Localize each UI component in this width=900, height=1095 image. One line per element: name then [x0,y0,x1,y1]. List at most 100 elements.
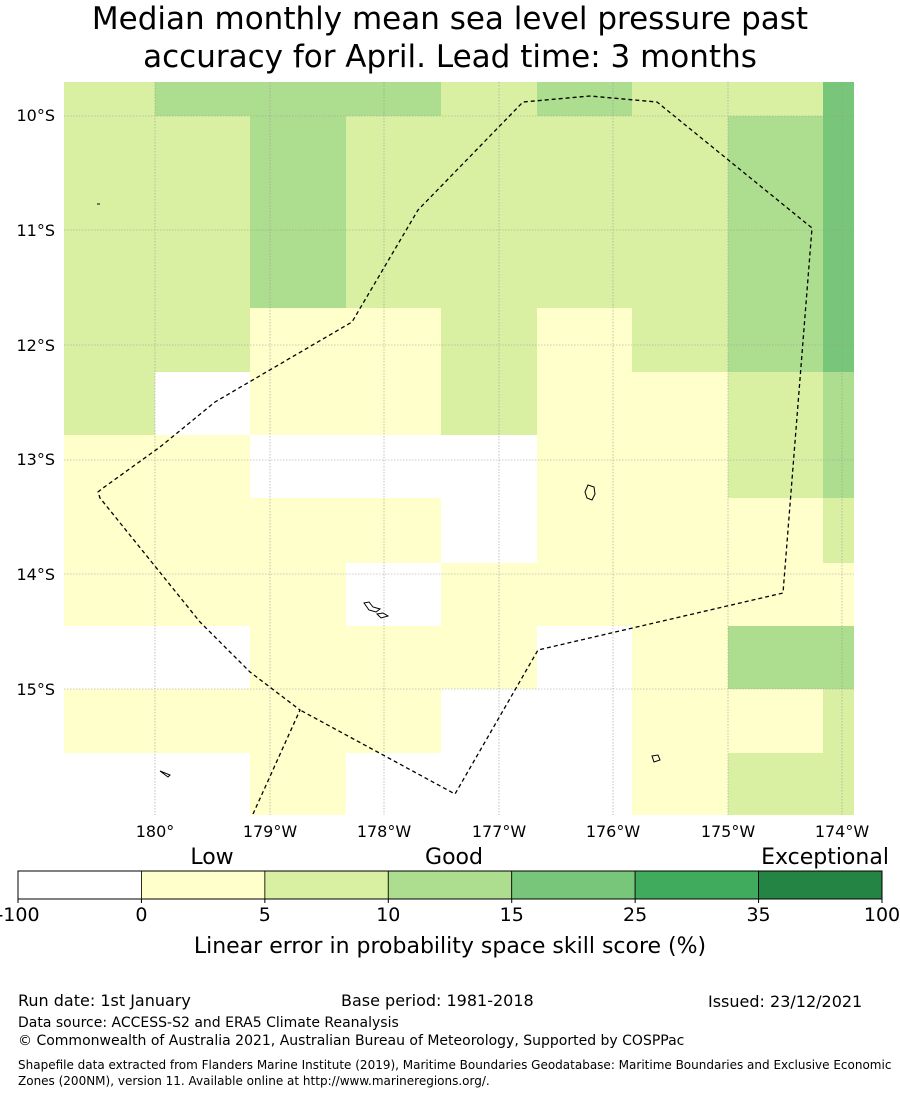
issued-date: Issued: 23/12/2021 [708,992,863,1011]
lat-label-10s: 10°S [16,106,55,125]
colorbar-tick-label: 25 [623,904,647,926]
grid-cell [64,82,156,117]
grid-cell [346,753,442,815]
lat-label-15s: 15°S [16,680,55,699]
grid-cell [441,308,538,373]
grid-cell [346,372,442,436]
colorbar-swatch [634,870,759,900]
colorbar-tick-label: 0 [135,904,147,926]
colorbar-tick-label: 15 [500,904,524,926]
grid-cell [441,689,538,754]
grid-cell [441,498,538,564]
colorbar-swatch [17,870,142,900]
lat-label-13s: 13°S [16,450,55,469]
grid-cell [632,435,729,499]
colorbar-swatch [511,870,636,900]
grid-cell [346,689,442,754]
grid-cell [64,435,156,499]
grid-cell [823,82,854,117]
lon-label-176w: 176°W [586,822,641,841]
grid-cell [823,372,854,436]
copyright: © Commonwealth of Australia 2021, Austra… [18,1033,685,1049]
lon-label-178w: 178°W [357,822,412,841]
grid-cell [346,245,442,309]
grid-cell [537,753,633,815]
colorbar-swatch [141,870,266,900]
grid-cell [155,82,251,117]
grid-cell [64,689,156,754]
island-southwest [159,770,171,778]
grid-cell [64,245,156,309]
grid-cell [64,372,156,436]
grid-cell [537,689,633,754]
grid-cell [728,689,824,754]
colorbar-category-low: Low [190,845,233,870]
grid-cell [632,626,729,690]
map-title: Median monthly mean sea level pressure p… [0,0,900,76]
lon-label-177w: 177°W [472,822,527,841]
grid-cell [155,689,251,754]
grid-cell [537,82,633,117]
grid-cell [346,82,442,117]
lon-label-174w: 174°W [815,822,870,841]
colorbar-swatch [758,870,883,900]
island-east [584,484,596,501]
grid-cell [155,563,251,627]
colorbar-swatch [264,870,389,900]
grid-cell [537,245,633,309]
lat-label-12s: 12°S [16,336,55,355]
grid-cell [728,116,824,246]
grid-cell [346,435,442,499]
base-period: Base period: 1981-2018 [341,991,534,1010]
grid-cell [250,308,347,373]
grid-cell [441,116,538,246]
grid-cell [250,435,347,499]
lon-label-175w: 175°W [701,822,756,841]
grid-cell [250,372,347,436]
grid-cell [155,245,251,309]
island-central-small [375,612,390,619]
grid-cell [537,498,633,564]
colorbar-label: Linear error in probability space skill … [194,934,706,959]
grid-cell [441,82,538,117]
grid-cell [64,753,156,815]
islands [97,203,661,778]
grid-cell [441,372,538,436]
grid-cell [537,372,633,436]
grid-cell [728,82,824,117]
latitude-labels: 10°S 11°S 12°S 13°S 14°S 15°S [16,106,55,699]
grid-cell [155,116,251,246]
grid-cell [728,498,824,564]
grid-cell [64,116,156,246]
eez-boundary [97,95,813,815]
colorbar-tick-label: 100 [864,904,900,926]
grid-cell [823,116,854,246]
colorbar-tick-label: 35 [746,904,770,926]
longitude-labels: 180° 179°W 178°W 177°W 176°W 175°W 174°W [136,822,870,841]
grid-cell [632,498,729,564]
grid-cell [823,689,854,754]
grid-cell [632,82,729,117]
grid-cell [346,308,442,373]
grid-cell [250,116,347,246]
grid-cell [632,753,729,815]
grid-cell [632,372,729,436]
grid-cell [64,626,156,690]
grid-cell [155,498,251,564]
grid-cell [823,435,854,499]
grid-cell [155,435,251,499]
grid-cell [728,435,824,499]
grid-cell [441,245,538,309]
grid-cell [250,626,347,690]
grid-cell [823,308,854,373]
grid-cell [346,116,442,246]
grid-cell [632,308,729,373]
grid-cell [632,245,729,309]
run-date: Run date: 1st January [18,991,191,1010]
grid-cell [537,626,633,690]
grid-cell [250,689,347,754]
island-central [363,601,382,613]
island-south [651,754,661,763]
grid-cell [346,626,442,690]
